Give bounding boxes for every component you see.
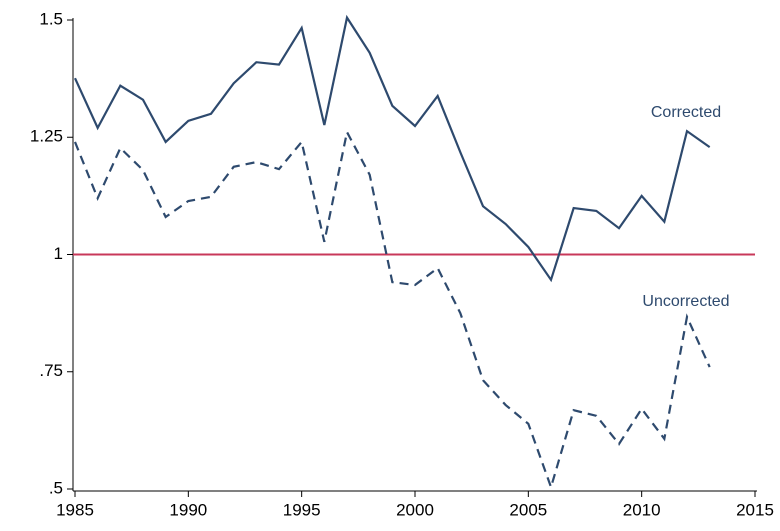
x-tick-label: 1990 <box>169 500 207 519</box>
y-tick-label: .5 <box>49 478 63 497</box>
x-tick-label: 1995 <box>283 500 321 519</box>
x-tick-label: 2010 <box>623 500 661 519</box>
x-tick-label: 2005 <box>509 500 547 519</box>
y-tick-label: 1 <box>54 244 63 263</box>
y-tick-label: .75 <box>39 361 63 380</box>
series-label: Corrected <box>651 104 721 121</box>
series-label: Uncorrected <box>642 293 729 310</box>
y-tick-label: 1.5 <box>39 9 63 28</box>
x-tick-label: 2015 <box>736 500 774 519</box>
series-line <box>73 14 711 283</box>
x-tick-label: 2000 <box>396 500 434 519</box>
y-tick-label: 1.25 <box>30 127 63 146</box>
series-line <box>73 128 711 491</box>
x-tick-label: 1985 <box>56 500 94 519</box>
